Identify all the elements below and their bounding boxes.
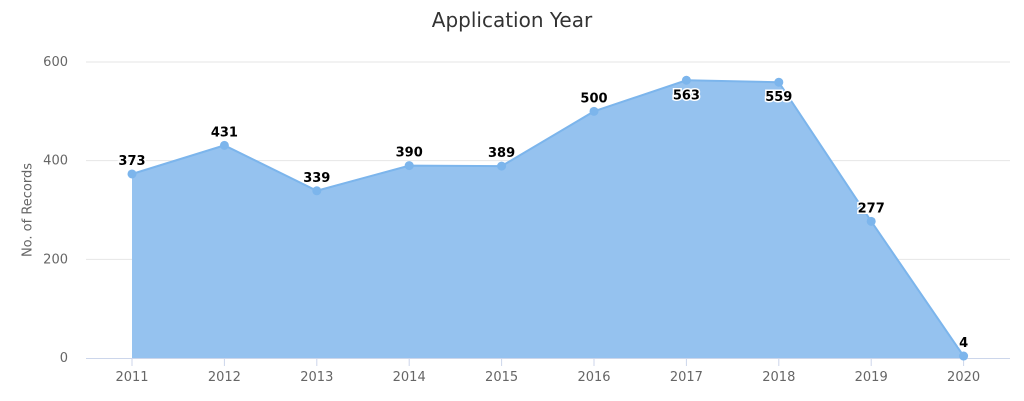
data-point	[497, 161, 507, 171]
chart-title: Application Year	[431, 8, 593, 32]
data-point	[681, 75, 691, 85]
x-tick-label: 2017	[670, 370, 703, 385]
x-tick-label: 2020	[947, 370, 980, 385]
data-label: 373	[118, 154, 145, 169]
series-area	[132, 80, 964, 359]
data-label: 277	[858, 201, 885, 216]
data-label: 500	[580, 91, 607, 106]
y-tick-label: 200	[43, 252, 68, 267]
data-label: 431	[211, 125, 238, 140]
data-label: 389	[488, 146, 515, 161]
x-tick-label: 2015	[485, 370, 518, 385]
y-tick-label: 600	[43, 55, 68, 70]
data-point	[404, 161, 414, 171]
x-tick-label: 2013	[300, 370, 333, 385]
data-point	[866, 216, 876, 226]
series-line	[131, 79, 965, 357]
data-point	[219, 140, 229, 150]
x-tick-label: 2019	[855, 370, 888, 385]
y-tick-label: 0	[60, 351, 68, 366]
data-label: 4	[959, 336, 968, 351]
data-label: 559	[765, 90, 792, 105]
data-point	[312, 186, 322, 196]
data-label: 339	[303, 171, 330, 186]
data-label: 563	[673, 88, 700, 103]
x-tick-label: 2014	[393, 370, 426, 385]
data-point	[127, 169, 137, 179]
x-tick-label: 2012	[208, 370, 241, 385]
data-point	[959, 351, 969, 361]
x-tick-label: 2011	[115, 370, 148, 385]
data-point	[774, 77, 784, 87]
x-tick-label: 2018	[762, 370, 795, 385]
data-point	[589, 106, 599, 116]
data-label: 390	[396, 146, 423, 161]
y-tick-label: 400	[43, 154, 68, 169]
x-tick-label: 2016	[577, 370, 610, 385]
